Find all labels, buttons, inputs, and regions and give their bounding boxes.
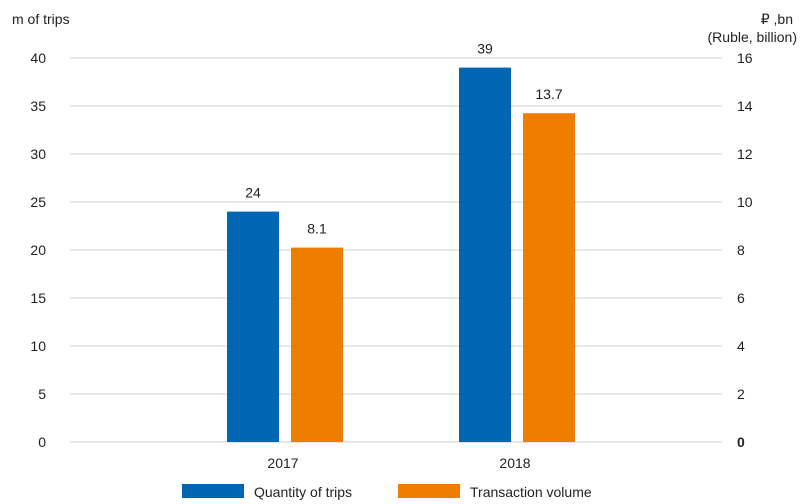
legend-swatch <box>182 484 244 498</box>
y-right-tick-label: 4 <box>737 338 745 354</box>
y-right-tick-label: 16 <box>737 50 753 66</box>
y-right-tick-label: 8 <box>737 242 745 258</box>
legend: Quantity of trips Transaction volume <box>182 484 592 500</box>
y-right-tick-label: 0 <box>737 434 745 450</box>
data-label: 24 <box>245 185 261 201</box>
y-left-tick-label: 20 <box>30 242 46 258</box>
y-right-tick-label: 6 <box>737 290 745 306</box>
y-axis-right-ticks: 0 2 4 6 8 10 12 14 16 <box>737 50 753 450</box>
data-label: 13.7 <box>535 86 562 102</box>
y-right-tick-label: 12 <box>737 146 753 162</box>
y-left-tick-label: 30 <box>30 146 46 162</box>
y-left-tick-label: 25 <box>30 194 46 210</box>
gridlines <box>70 57 722 443</box>
y-left-tick-label: 35 <box>30 98 46 114</box>
y-right-tick-label: 10 <box>737 194 753 210</box>
bar-trips <box>227 211 279 442</box>
x-tick-label: 2018 <box>499 455 530 471</box>
legend-swatch <box>398 484 460 498</box>
x-axis-ticks: 2017 2018 <box>267 455 530 471</box>
y-right-tick-label: 14 <box>737 98 753 114</box>
y-axis-left-ticks: 0 5 10 15 20 25 30 35 40 <box>30 50 46 450</box>
y-left-tick-label: 0 <box>38 434 46 450</box>
y-right-tick-label: 2 <box>737 386 745 402</box>
data-label: 39 <box>477 41 493 57</box>
bar-trips <box>459 67 511 442</box>
legend-label: Quantity of trips <box>254 484 352 500</box>
bar-volume <box>523 113 575 442</box>
legend-label: Transaction volume <box>470 484 592 500</box>
y-axis-right-label-unit: ₽ ,bn <box>761 11 793 27</box>
y-axis-left-label: m of trips <box>12 11 70 27</box>
x-tick-label: 2017 <box>267 455 298 471</box>
y-left-tick-label: 15 <box>30 290 46 306</box>
bar-volume <box>291 247 343 442</box>
data-label: 8.1 <box>307 221 327 237</box>
y-left-tick-label: 40 <box>30 50 46 66</box>
data-labels: 24 39 8.1 13.7 <box>245 41 563 237</box>
y-left-tick-label: 10 <box>30 338 46 354</box>
y-left-tick-label: 5 <box>38 386 46 402</box>
bars <box>227 67 575 442</box>
y-axis-right-label-desc: (Ruble, billion) <box>708 29 797 45</box>
